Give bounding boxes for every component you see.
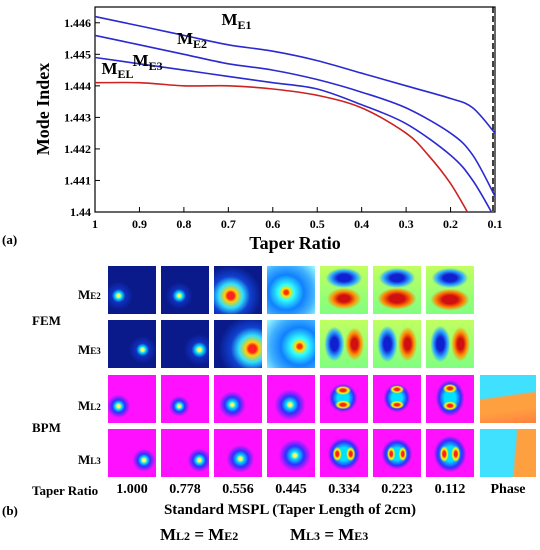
fem-me2-field-2 [161,266,209,314]
bpm-ml3-field-5 [320,429,368,477]
y-tick-label: 1.445 [64,47,91,61]
y-tick-label: 1.446 [64,16,91,30]
fem-me2-field-3 [214,266,262,314]
fem-me3-field-4 [267,320,315,368]
fem-me3-field-6 [373,320,421,368]
taper-ratio-caption: Taper Ratio [32,483,99,498]
equation-l3-e3: ML3 = ME3 [290,525,369,544]
y-tick-label: 1.44 [70,205,91,219]
fem-row-2-label: ME3 [78,342,101,357]
x-tick-label: 0.8 [176,217,191,231]
fem-me3-field-3 [214,320,262,368]
fem-label: FEM [32,313,61,328]
y-tick-label: 1.441 [64,173,91,187]
fem-me2-field-6 [373,266,421,314]
bpm-row-1-label: ML2 [78,398,101,413]
series-line-me2 [95,34,495,197]
taper-ratio-value: 0.778 [169,482,201,497]
series-line-me1 [95,15,495,134]
series-line-mel [95,81,469,212]
x-tick-label: 1 [92,217,98,231]
fem-me3-field-2 [161,320,209,368]
bpm-ml2-field-2 [161,375,209,423]
bpm-ml3-field-7 [426,429,474,477]
fem-me2-field-1 [108,266,156,314]
bpm-ml3-field-2 [161,429,209,477]
fem-me3-field-1 [108,320,156,368]
taper-ratio-value: 0.556 [222,482,254,497]
y-tick-label: 1.443 [64,110,91,124]
bpm-label: BPM [32,420,61,435]
plot-frame [94,6,496,213]
x-tick-label: 0.7 [221,217,236,231]
x-tick-label: 0.6 [265,217,280,231]
fem-me2-field-5 [320,266,368,314]
x-tick-label: 0.9 [132,217,147,231]
fem-me2-field-4 [267,266,315,314]
taper-ratio-value: 0.334 [328,482,360,497]
x-tick-label: 0.1 [488,217,503,231]
fem-me2-field-7 [426,266,474,314]
mode-index-chart: 1 0.9 0.8 0.7 0.6 0.5 0.4 0.3 0.2 0.1 1.44 1.441 1.4… [33,6,503,253]
bpm-ml3-field-3 [214,429,262,477]
bpm-ml3-field-1 [108,429,156,477]
taper-ratio-value: 1.000 [116,482,148,497]
phase-map-ml2 [480,375,536,423]
bpm-ml3-field-6 [373,429,421,477]
y-tick-label: 1.444 [64,79,91,93]
bpm-ml2-field-5 [320,375,368,423]
taper-ratio-value: 0.223 [381,482,413,497]
curve-label-me3: ME3 [133,51,163,73]
x-tick-label: 0.2 [443,217,458,231]
x-tick-label: 0.3 [399,217,414,231]
taper-ratio-value: 0.112 [434,482,466,497]
fem-me3-field-7 [426,320,474,368]
x-tick-label: 0.5 [310,217,325,231]
equation-l2-e2: ML2 = ME2 [160,525,239,544]
bpm-row-2-label: ML3 [78,452,101,467]
taper-ratio-value: 0.445 [275,482,307,497]
bpm-ml2-field-6 [373,375,421,423]
y-tick-label: 1.442 [64,142,91,156]
curve-label-me1: ME1 [221,10,251,32]
bpm-ml2-field-7 [426,375,474,423]
bpm-ml2-field-3 [214,375,262,423]
x-axis-label: Taper Ratio [249,233,341,253]
fem-row-1-label: ME2 [78,287,101,302]
curve-label-mel: MEL [101,59,133,81]
phase-label: Phase [490,482,526,497]
y-axis-label: Mode Index [33,63,53,156]
curve-label-me2: ME2 [177,29,207,51]
bpm-ml3-field-4 [267,429,315,477]
bpm-ml2-field-4 [267,375,315,423]
series-line-me3 [95,56,493,212]
panel-a-label: (a) [2,232,18,247]
bpm-ml2-field-1 [108,375,156,423]
bottom-title: Standard MSPL (Taper Length of 2cm) [163,502,417,518]
panel-b-label: (b) [2,503,18,518]
phase-map-ml3 [480,429,536,477]
x-tick-label: 0.4 [354,217,369,231]
fem-me3-field-5 [320,320,368,368]
